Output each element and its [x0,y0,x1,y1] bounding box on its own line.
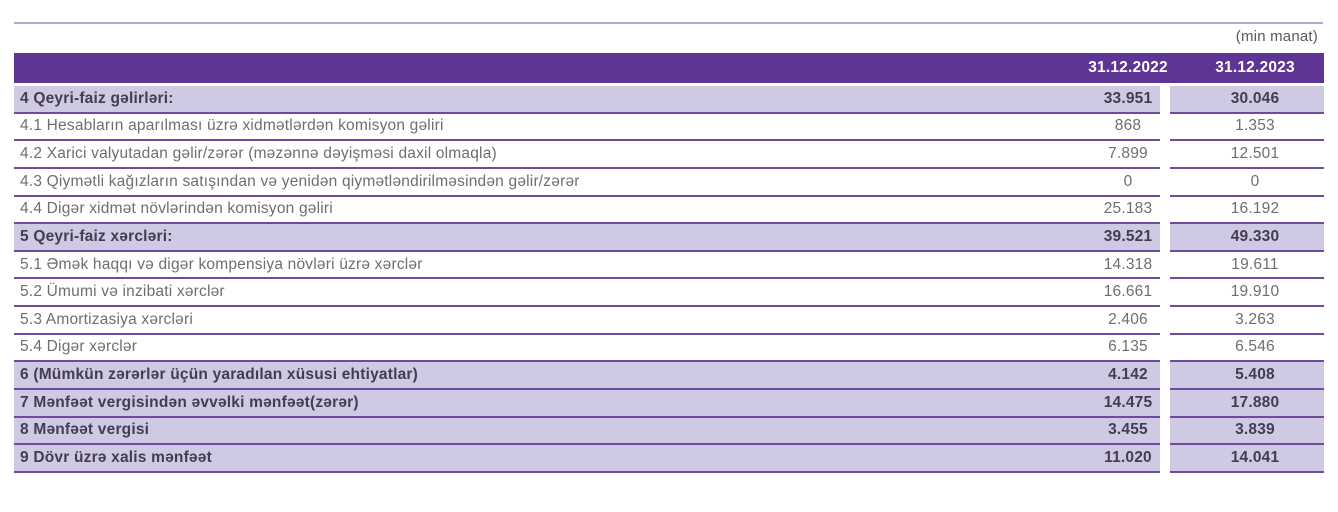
value-2023: 19.910 [1170,279,1324,307]
header-label-cell [14,53,1096,83]
row-label: 5.1 Əmək haqqı və digər kompensiya növlə… [14,251,1096,280]
table-row: 4.1 Hesabların aparılması üzrə xidmətlər… [14,113,1324,142]
value-2022: 16.661 [1096,279,1160,307]
value-2022: 0 [1096,168,1160,197]
row-label: 4.1 Hesabların aparılması üzrə xidmətlər… [14,113,1096,142]
value-2023: 6.546 [1170,334,1324,363]
column-gutter [1160,197,1170,225]
column-gutter [1160,224,1170,252]
header-col-2023: 31.12.2023 [1215,59,1295,76]
unit-note: (min manat) [1235,28,1318,45]
table-header-row: 31.12.2022 31.12.2023 [14,53,1324,83]
table-row: 4 Qeyri-faiz gəlirləri: 33.951 30.046 [14,86,1324,114]
table-row: 5.1 Əmək haqqı və digər kompensiya növlə… [14,251,1324,280]
table-row: 4.2 Xarici valyutadan gəlir/zərər (məzən… [14,141,1324,169]
column-gutter [1160,335,1170,363]
header-col-2022: 31.12.2022 [1088,59,1168,76]
value-2022: 4.142 [1096,362,1160,390]
value-2022: 868 [1096,113,1160,142]
row-label: 5 Qeyri-faiz xərcləri: [14,224,1096,252]
value-2023: 12.501 [1170,141,1324,169]
row-label: 4.3 Qiymətli kağızların satışından və ye… [14,168,1096,197]
value-2023: 5.408 [1170,362,1324,390]
table-row: 4.3 Qiymətli kağızların satışından və ye… [14,168,1324,197]
column-gutter [1160,114,1170,142]
value-2023: 0 [1170,168,1324,197]
table-body: 4 Qeyri-faiz gəlirləri: 33.951 30.046 4.… [14,86,1324,473]
table-row: 8 Mənfəət vergisi 3.455 3.839 [14,417,1324,446]
table-row: 6 (Mümkün zərərlər üçün yaradılan xüsusi… [14,362,1324,390]
value-2023: 30.046 [1170,86,1324,114]
row-label: 7 Mənfəət vergisindən əvvəlki mənfəət(zə… [14,389,1096,418]
value-2023: 49.330 [1170,224,1324,252]
row-label: 4.2 Xarici valyutadan gəlir/zərər (məzən… [14,141,1096,169]
table-row: 5.3 Amortizasiya xərcləri 2.406 3.263 [14,307,1324,335]
column-gutter [1160,141,1170,169]
column-gutter [1160,362,1170,390]
column-gutter [1160,53,1170,83]
value-2023: 3.263 [1170,307,1324,335]
column-gutter [1160,418,1170,446]
row-label: 5.2 Ümumi və inzibati xərclər [14,279,1096,307]
value-2023: 17.880 [1170,389,1324,418]
value-2023: 1.353 [1170,113,1324,142]
row-label: 8 Mənfəət vergisi [14,417,1096,446]
row-label: 5.4 Digər xərclər [14,334,1096,363]
table-row: 5.2 Ümumi və inzibati xərclər 16.661 19.… [14,279,1324,307]
income-statement-table: 31.12.2022 31.12.2023 4 Qeyri-faiz gəlir… [14,53,1324,473]
table-row: 7 Mənfəət vergisindən əvvəlki mənfəət(zə… [14,389,1324,418]
column-gutter [1160,390,1170,418]
table-row: 9 Dövr üzrə xalis mənfəət 11.020 14.041 [14,445,1324,473]
column-gutter [1160,279,1170,307]
value-2023: 16.192 [1170,196,1324,225]
row-label: 4 Qeyri-faiz gəlirləri: [14,86,1096,114]
row-label: 4.4 Digər xidmət növlərindən komisyon gə… [14,196,1096,225]
value-2022: 14.475 [1096,389,1160,418]
value-2022: 6.135 [1096,334,1160,363]
column-gutter [1160,252,1170,280]
row-label: 9 Dövr üzrə xalis mənfəət [14,445,1096,473]
value-2022: 25.183 [1096,196,1160,225]
table-row: 5.4 Digər xərclər 6.135 6.546 [14,334,1324,363]
value-2023: 14.041 [1170,445,1324,473]
column-gutter [1160,307,1170,335]
column-gutter [1160,169,1170,197]
row-label: 6 (Mümkün zərərlər üçün yaradılan xüsusi… [14,362,1096,390]
value-2022: 2.406 [1096,307,1160,335]
value-2022: 11.020 [1096,445,1160,473]
value-2022: 33.951 [1096,86,1160,114]
value-2023: 3.839 [1170,417,1324,446]
column-gutter [1160,86,1170,114]
value-2022: 7.899 [1096,141,1160,169]
value-2023: 19.611 [1170,251,1324,280]
table-row: 4.4 Digər xidmət növlərindən komisyon gə… [14,196,1324,225]
column-gutter [1160,445,1170,473]
top-divider [14,22,1323,24]
value-2022: 14.318 [1096,251,1160,280]
value-2022: 39.521 [1096,224,1160,252]
table-row: 5 Qeyri-faiz xərcləri: 39.521 49.330 [14,224,1324,252]
value-2022: 3.455 [1096,417,1160,446]
row-label: 5.3 Amortizasiya xərcləri [14,307,1096,335]
